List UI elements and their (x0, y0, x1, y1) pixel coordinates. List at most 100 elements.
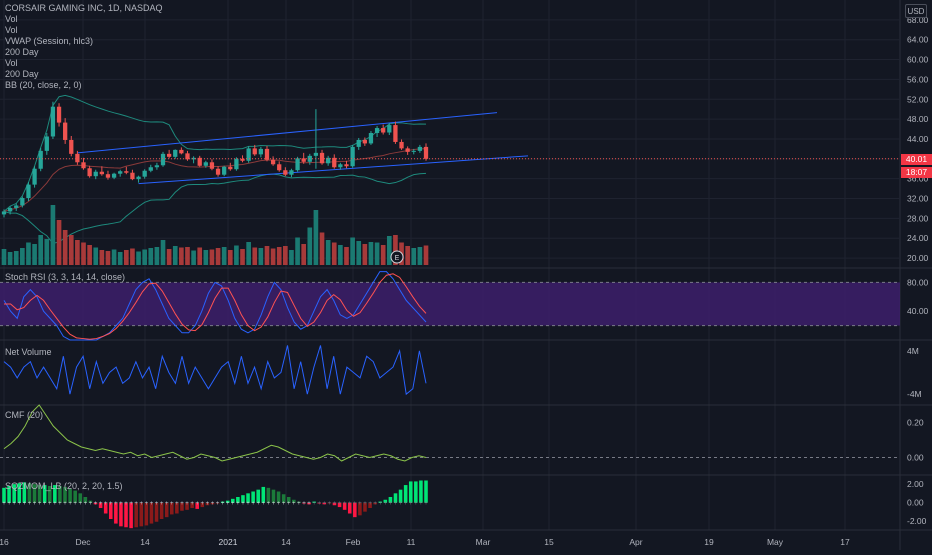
candle-body (399, 141, 404, 149)
cmf-y-tick: 0.00 (907, 453, 924, 463)
x-tick-label: 2021 (219, 537, 238, 547)
candle-body (405, 148, 410, 152)
stochrsi-y-tick: 80.00 (907, 277, 929, 287)
sqzmom-bar (139, 502, 144, 527)
y-tick-label: 28.00 (907, 213, 929, 223)
sqzmom-bar (246, 493, 250, 503)
y-tick-label: 48.00 (907, 114, 929, 124)
sqzmom-cross: + (384, 501, 388, 507)
candle-body (234, 158, 239, 170)
sqzmom-bar (180, 502, 184, 511)
volume-bar (295, 237, 300, 265)
sqzmom-bar (383, 499, 388, 503)
volume-bar (191, 250, 196, 265)
legend-vol-2[interactable]: Vol (5, 25, 18, 35)
volume-bar (38, 235, 44, 265)
sqzmom-cross: + (84, 501, 88, 507)
candle-body (332, 157, 337, 168)
volume-bar (215, 248, 221, 265)
candle-body (344, 164, 349, 167)
sqzmom-bar (185, 502, 189, 510)
chart-legend: CORSAIR GAMING INC, 1D, NASDAQ Vol Vol V… (5, 3, 163, 91)
sqzmom-cross: + (79, 501, 83, 507)
volume-bar (148, 248, 154, 265)
x-tick-label: 19 (704, 537, 714, 547)
sqzmom-cross: + (68, 501, 72, 507)
sqzmom-bar (297, 501, 301, 503)
y-tick-label: 44.00 (907, 134, 929, 144)
legend-vol-3[interactable]: Vol (5, 58, 18, 68)
sqzmom-bar (337, 502, 342, 508)
candle-body (154, 165, 160, 168)
candle-body (173, 149, 178, 157)
sqzmom-cross: + (134, 501, 138, 507)
sqzmom-cross: + (368, 501, 372, 507)
legend-vol-1[interactable]: Vol (5, 14, 18, 24)
sqzmom-cross: + (104, 501, 108, 507)
sqzmom-cross: + (399, 501, 403, 507)
sqzmom-cross: + (282, 501, 286, 507)
sqzmom-cross: + (246, 501, 250, 507)
sqzmom-bar (358, 502, 362, 516)
legend-200day-1[interactable]: 200 Day (5, 47, 39, 57)
sqzmom-bar (393, 493, 398, 503)
sqzmom-bar (2, 487, 6, 503)
sqzmom-cross: + (307, 501, 311, 507)
candle-body (148, 167, 153, 171)
sqzmom-bar (408, 481, 413, 503)
sqzmom-bar (108, 502, 113, 519)
sqzmom-bar (17, 483, 22, 503)
sqzmom-bar (190, 502, 194, 508)
candle-body (142, 170, 147, 177)
volume-bar (93, 247, 99, 265)
volume-bar (344, 247, 349, 265)
volume-bar (154, 247, 160, 265)
cmf-line (3, 404, 427, 462)
candle-body (215, 168, 221, 175)
sqzmom-bar (73, 490, 77, 503)
candle-body (240, 158, 245, 161)
symbol-title[interactable]: CORSAIR GAMING INC, 1D, NASDAQ (5, 3, 163, 13)
sqzmom-bar (32, 484, 37, 503)
volume-bar (411, 248, 417, 265)
volume-bar (111, 249, 117, 265)
volume-bar (374, 242, 380, 265)
volume-bar (221, 247, 227, 265)
sqzmom-cross: + (99, 501, 103, 507)
sqzmom-cross: + (328, 501, 332, 507)
sqzmom-bar (195, 502, 199, 509)
candle-body (197, 157, 202, 166)
x-tick-label: Dec (75, 537, 91, 547)
candle-body (166, 153, 172, 157)
sqzmom-cross: + (185, 501, 189, 507)
candle-body (222, 166, 227, 175)
sqzmom-cross: + (389, 501, 393, 507)
sqzmom-bar (215, 502, 220, 504)
sqzmom-bar (68, 488, 72, 503)
legend-vwap[interactable]: VWAP (Session, hlc3) (5, 36, 94, 46)
candle-body (356, 139, 361, 147)
sqzmom-cross: + (175, 501, 179, 507)
candle-body (63, 122, 68, 140)
sqzmom-cross: + (53, 501, 57, 507)
candle-body (228, 166, 233, 170)
candle-body (264, 148, 270, 160)
candle-body (203, 162, 208, 166)
x-tick-label: Feb (346, 537, 361, 547)
legend-200day-2[interactable]: 200 Day (5, 69, 39, 79)
volume-bar (338, 245, 343, 265)
sqzmom-title[interactable]: SQZMOM_LB (20, 2, 20, 1.5) (5, 481, 123, 491)
legend-bb[interactable]: BB (20, close, 2, 0) (5, 80, 82, 90)
stochrsi-title[interactable]: Stoch RSI (3, 3, 14, 14, close) (5, 272, 126, 282)
currency-button[interactable]: USD (905, 4, 927, 18)
cmf-title[interactable]: CMF (20) (5, 410, 43, 420)
volume-bar (362, 244, 368, 265)
netvolume-title[interactable]: Net Volume (5, 347, 52, 357)
last-price-tag: 40.01 (901, 154, 932, 165)
sqzmom-cross: + (155, 501, 159, 507)
earnings-marker (390, 250, 404, 264)
sqzmom-bar (312, 501, 316, 503)
volume-bar (130, 248, 135, 265)
